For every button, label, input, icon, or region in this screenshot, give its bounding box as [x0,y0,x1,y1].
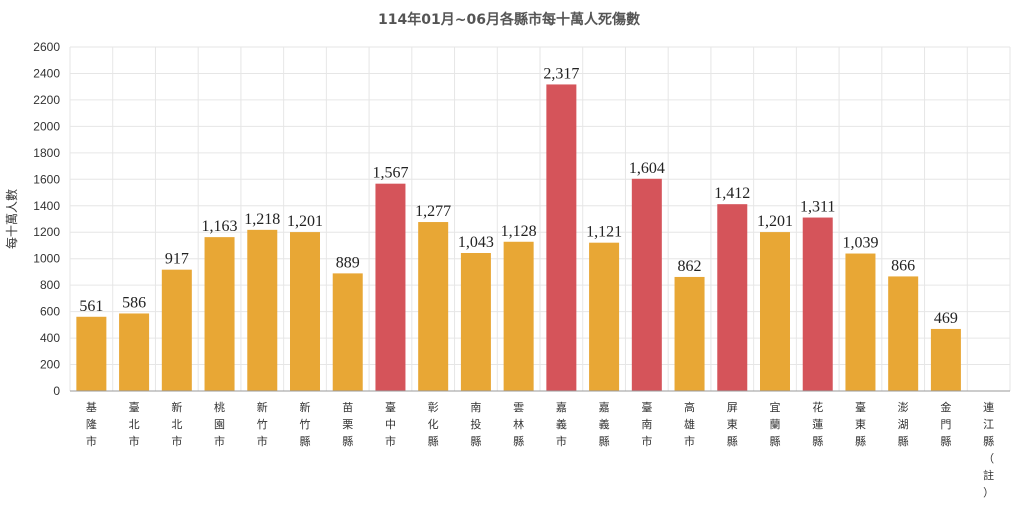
bar[interactable] [845,253,876,391]
x-tick-label: 桃園市 [214,400,225,448]
bar[interactable] [717,204,748,391]
x-tick-label: 南投縣 [470,401,481,448]
data-label: 2,317 [543,65,579,82]
x-tick-label: 彰化縣 [428,400,439,448]
data-label: 1,277 [415,203,451,220]
x-tick-label: 臺南市 [641,400,652,448]
y-tick-label: 400 [40,331,60,345]
data-label: 1,201 [287,213,323,230]
data-label: 1,043 [458,234,494,251]
bar[interactable] [546,84,577,391]
data-label: 862 [678,258,702,275]
bar[interactable] [290,232,320,391]
bar[interactable] [161,269,192,391]
x-tick-label: 高雄市 [684,400,695,448]
x-tick-label: 基隆市 [86,401,97,448]
y-tick-label: 1600 [33,172,60,186]
y-tick-label: 600 [40,305,60,319]
x-tick-label: 雲林縣 [513,401,524,448]
bar[interactable] [802,217,833,391]
x-axis-ticks: 基隆市 臺北市 新北市 桃園市 新竹市 新竹縣 苗栗縣 臺中市 彰化縣 南投縣 雲林縣 嘉義市 嘉義縣 臺… [86,400,994,499]
data-label: 1,201 [757,213,793,230]
bar[interactable] [76,316,107,391]
y-tick-label: 200 [40,358,60,372]
data-label: 469 [934,310,958,327]
bar[interactable] [332,273,363,391]
data-label: 1,604 [629,160,665,177]
x-tick-label: 宜蘭縣 [770,400,781,448]
y-axis-label: 每十萬人數 [4,189,19,249]
x-tick-label: 屏東縣 [727,401,738,448]
data-label: 866 [891,257,915,274]
bar[interactable] [247,229,278,391]
data-label: 1,121 [586,224,622,241]
y-tick-label: 800 [40,278,60,292]
data-label: 1,163 [202,218,238,235]
data-labels: 561 586 917 1,163 1,218 1,201 889 1,567 1,277 1,0… [79,65,958,327]
bar[interactable] [589,242,620,391]
y-tick-label: 1000 [33,252,60,266]
bar[interactable] [418,222,449,391]
bar[interactable] [631,178,662,391]
data-label: 1,567 [372,165,408,182]
data-label: 1,311 [800,199,835,216]
bar[interactable] [460,253,491,391]
data-label: 561 [79,298,103,315]
y-tick-label: 2600 [33,40,60,54]
x-tick-label: 臺中市 [385,400,396,448]
x-tick-label: 新北市 [171,400,182,448]
data-label: 1,039 [842,235,878,252]
data-label: 1,128 [501,223,537,240]
x-tick-label: 嘉義縣 [599,400,610,448]
x-tick-label: 澎湖縣 [898,401,909,448]
data-label: 1,412 [714,185,750,202]
y-axis-ticks: 0 200 400 600 800 1000 1200 1400 1600 1800 2000 220… [33,40,60,398]
y-tick-label: 0 [53,384,60,398]
bars [76,84,961,391]
x-tick-label: 新竹縣 [300,400,311,448]
y-tick-label: 2200 [33,93,60,107]
data-label: 889 [336,254,360,271]
bar[interactable] [930,328,961,391]
y-tick-label: 1200 [33,225,60,239]
data-label: 917 [165,251,189,268]
y-axis-label-group: 每十萬人數 [4,189,19,249]
y-tick-label: 2400 [33,66,60,80]
x-tick-label: 連江縣（註） [983,400,994,499]
chart-title: 114年01月~06月各縣市每十萬人死傷數 [378,11,640,28]
data-label: 1,218 [244,211,280,228]
x-tick-label: 臺北市 [129,400,140,448]
y-tick-label: 1400 [33,199,60,213]
x-tick-label: 苗栗縣 [342,401,353,448]
bar[interactable] [760,232,790,391]
bar[interactable] [119,313,150,391]
bar[interactable] [888,276,919,391]
x-tick-label: 花蓮縣 [812,401,823,448]
bar[interactable] [375,183,406,391]
x-tick-label: 金門縣 [940,400,951,448]
y-tick-label: 1800 [33,146,60,160]
bar[interactable] [674,276,705,391]
data-label: 586 [122,294,146,311]
x-tick-label: 新竹市 [257,400,268,448]
bar[interactable] [204,237,235,391]
y-tick-label: 2000 [33,119,60,133]
x-tick-label: 嘉義市 [556,400,567,448]
bar[interactable] [503,241,534,391]
x-tick-label: 臺東縣 [855,400,866,448]
